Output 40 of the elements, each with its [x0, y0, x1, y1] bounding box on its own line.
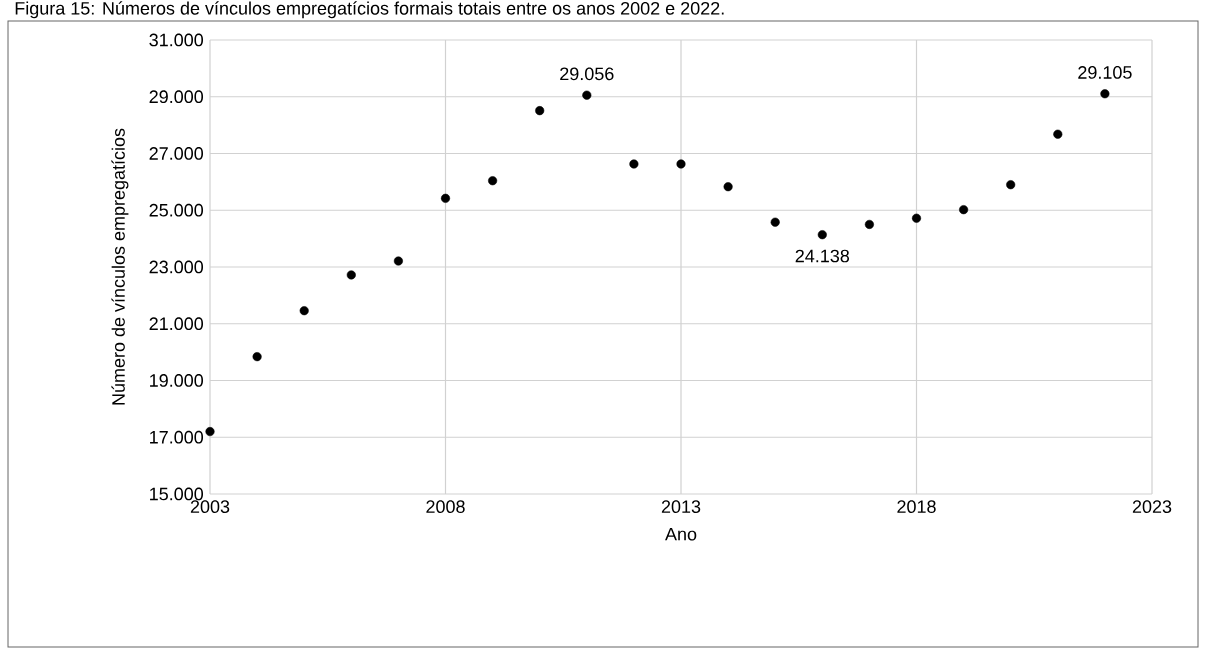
point [1100, 89, 1110, 99]
point [1006, 180, 1016, 190]
y-tick-label: 21.000 [149, 317, 204, 331]
x-tick-label: 2003 [190, 500, 230, 513]
point [676, 159, 686, 169]
point [864, 219, 874, 229]
x-tick-label: 2008 [426, 500, 465, 513]
point [488, 176, 498, 186]
y-tick-label: 15.000 [150, 487, 204, 501]
data-label: 29.105 [1078, 66, 1132, 79]
point [959, 205, 969, 215]
y-tick-label: 29.000 [149, 90, 204, 104]
point [629, 159, 639, 169]
y-axis-title: Número de vínculos empregatícios [111, 128, 129, 405]
point [299, 306, 309, 316]
point [1053, 129, 1063, 139]
point [817, 230, 827, 240]
point [440, 193, 451, 203]
x-tick-label: 2023 [1132, 500, 1172, 513]
point [582, 90, 592, 100]
point [535, 106, 545, 116]
point [911, 213, 922, 223]
point [252, 352, 262, 362]
data-label: 29.056 [560, 67, 614, 81]
y-tick-label: 27.000 [149, 147, 204, 160]
y-tick-label: 23.000 [149, 260, 204, 274]
x-tick-label: 2013 [661, 500, 701, 513]
x-axis-title: Ano [665, 527, 697, 541]
y-tick-label: 19.000 [150, 374, 204, 387]
point [346, 270, 356, 280]
chart-title: Figura 15: Números de vínculos empregatícios formais totais entre os anos 2002 e 2022. [15, 1, 724, 19]
y-tick-label: 31.000 [149, 33, 204, 47]
y-tick-label: 17.000 [150, 430, 204, 444]
data-label: 24.138 [795, 249, 850, 263]
point [770, 217, 780, 227]
point [205, 427, 215, 437]
point [393, 256, 403, 266]
point [723, 182, 733, 192]
y-tick-label: 25.000 [149, 203, 204, 217]
x-tick-label: 2018 [897, 500, 936, 513]
